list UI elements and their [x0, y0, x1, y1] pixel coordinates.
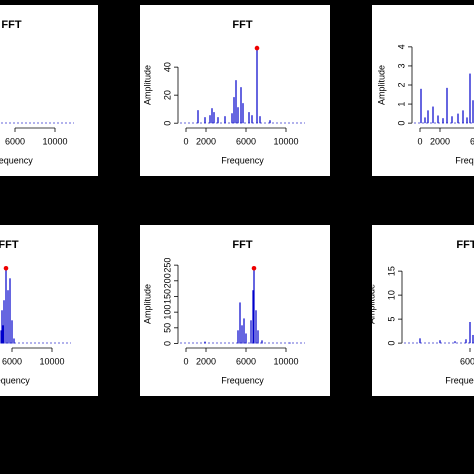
x-axis-label: Frequency: [221, 375, 264, 385]
panel: FFT Frequency Amplitude 0 2000 6000 10000 0 50 10…: [140, 225, 330, 396]
chart-title: FFT: [456, 239, 474, 251]
x-tick-label: 2000: [196, 136, 216, 146]
x-tick-label: 6000: [460, 356, 474, 366]
y-tick-label: 3: [396, 63, 406, 68]
x-axis-label: Frequency: [455, 155, 474, 165]
y-axis-label: Amplitude: [366, 284, 376, 324]
y-tick-label: 5: [386, 317, 396, 322]
y-tick-label: 4: [396, 44, 406, 49]
x-tick-label: 6000: [470, 136, 474, 146]
y-tick-label: 2: [396, 82, 406, 87]
panel-background: [140, 225, 330, 396]
x-tick-label: 10000: [39, 356, 64, 366]
x-tick-label: 6000: [2, 356, 22, 366]
y-tick-label: 15: [386, 266, 396, 276]
panel-background: [140, 5, 330, 176]
y-tick-label: 250: [162, 258, 172, 273]
panel-background: [372, 225, 474, 396]
x-tick-label: 6000: [5, 136, 25, 146]
x-tick-label: 10000: [42, 136, 67, 146]
x-tick-label: 6000: [236, 356, 256, 366]
panel: FFT Frequency 6000 10000: [0, 5, 98, 176]
panel: FFT Frequency Amplitude 0 2000 6000 10000 0 20 40: [140, 5, 330, 176]
y-tick-label: 100: [162, 305, 172, 320]
x-tick-label: 10000: [273, 136, 298, 146]
panel: Frequency Amplitude 0 2000 6000 0 1 2 3 4: [372, 5, 474, 176]
y-tick-label: 20: [162, 90, 172, 100]
panel-background: [372, 5, 474, 176]
x-tick-label: 6000: [236, 136, 256, 146]
x-axis-label: Frequency: [0, 155, 33, 165]
peak-marker: [254, 45, 260, 51]
x-tick-label: 10000: [273, 356, 298, 366]
y-axis-label: Amplitude: [142, 65, 152, 105]
x-axis-label: Frequency: [0, 375, 30, 385]
panel: FFT Frequency Amplitude 6000 0 5 10 15: [366, 225, 474, 396]
y-tick-label: 0: [162, 341, 172, 346]
y-axis-label: Amplitude: [142, 284, 152, 324]
y-tick-label: 40: [162, 62, 172, 72]
x-tick-label: 0: [183, 356, 188, 366]
x-tick-label: 0: [183, 136, 188, 146]
x-axis-label: Frequency: [221, 155, 264, 165]
chart-title: FFT: [232, 239, 252, 251]
x-axis-label: Frequency: [445, 375, 474, 385]
chart-title: FFT: [0, 239, 19, 251]
y-tick-label: 1: [396, 102, 406, 107]
x-tick-label: 2000: [196, 356, 216, 366]
x-tick-label: 0: [417, 136, 422, 146]
x-tick-label: 2000: [430, 136, 450, 146]
y-tick-label: 200: [162, 273, 172, 288]
chart-title: FFT: [232, 19, 252, 31]
y-tick-label: 50: [162, 323, 172, 333]
y-axis-label: Amplitude: [376, 65, 386, 105]
y-tick-label: 0: [162, 121, 172, 126]
y-tick-label: 0: [386, 341, 396, 346]
y-tick-label: 0: [396, 121, 406, 126]
peak-marker: [251, 265, 257, 271]
chart-title: FFT: [1, 19, 21, 31]
panel: FFT Frequency 6000 10000: [0, 225, 98, 396]
peak-marker: [3, 265, 9, 271]
y-tick-label: 10: [386, 290, 396, 300]
panel-background: [0, 5, 98, 176]
y-tick-label: 150: [162, 289, 172, 304]
panel-background: [0, 225, 98, 396]
